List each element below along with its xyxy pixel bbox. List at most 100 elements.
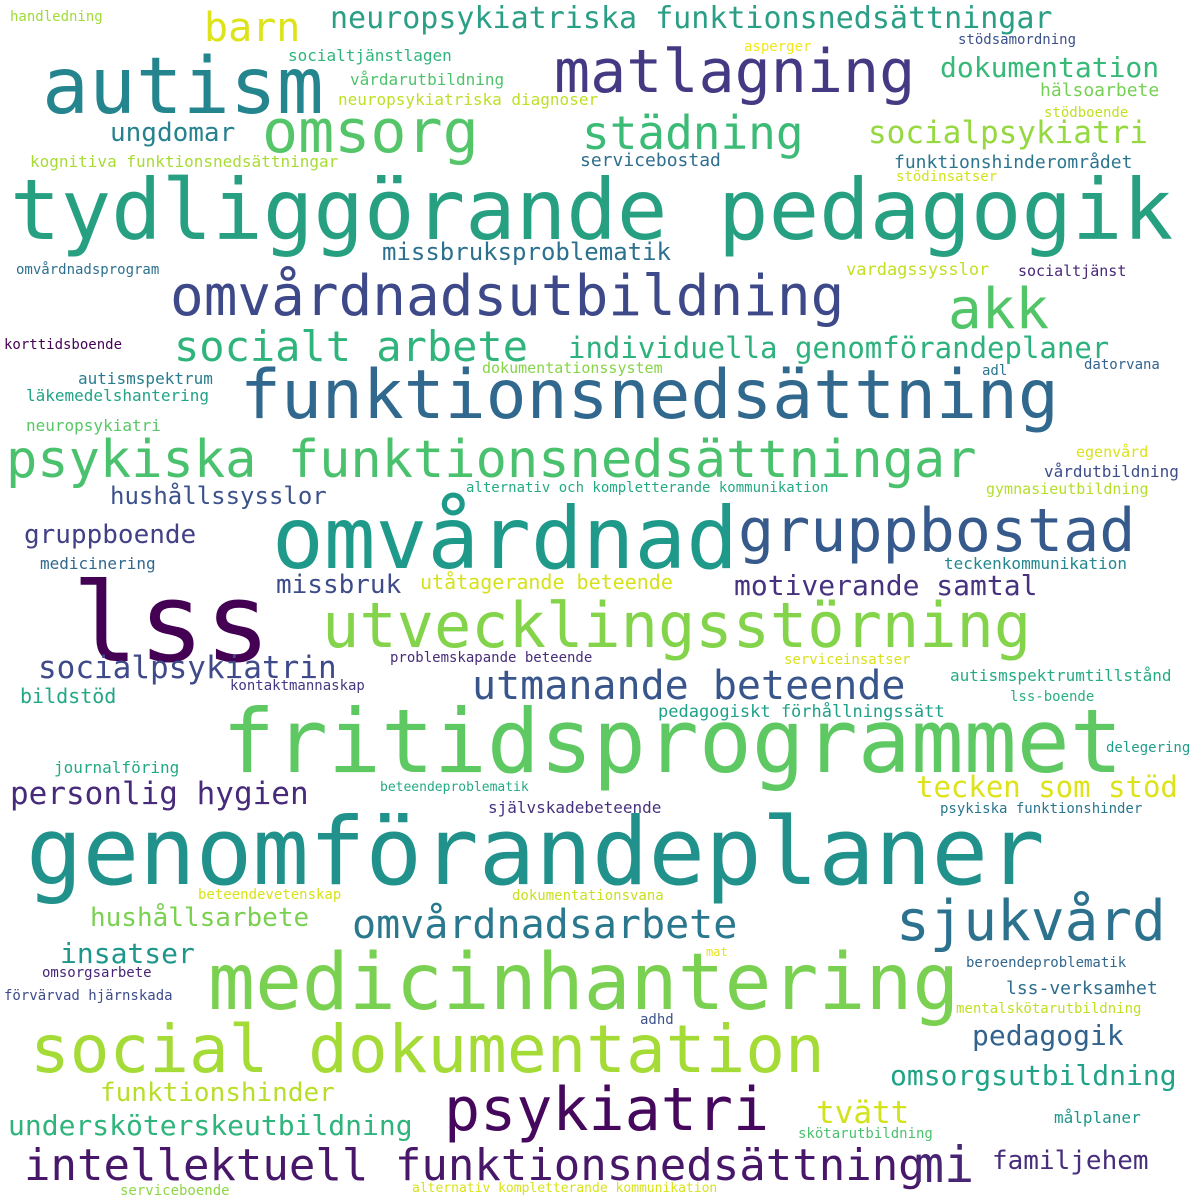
word: adl [982,363,1008,379]
word: lss-boende [1010,689,1095,705]
word: medicinering [40,554,156,573]
word: utmanande beteende [472,663,906,709]
word: individuella genomförandeplaner [568,331,1110,365]
word: socialpsykiatri [868,115,1148,151]
word: socialpsykiatrin [38,650,337,686]
word: städning [582,106,804,160]
word: sjukvård [896,889,1166,954]
word: lss [72,559,271,687]
word: hushållssysslor [110,482,327,510]
word: datorvana [1084,357,1160,373]
word: psykiatri [444,1075,770,1145]
word: egenvård [1076,443,1149,461]
word: utåtagerande beteende [420,570,673,594]
word: vårdarutbildning [350,70,505,89]
word: omvårdnadsutbildning [170,264,845,329]
word: medicinhantering [208,938,960,1028]
word: omvårdnadsarbete [352,902,738,948]
word: psykiska funktionshinder [940,801,1143,817]
word: korttidsboende [4,337,123,353]
word: pedagogiskt förhållningssätt [658,702,945,722]
word: gruppboende [24,520,197,550]
word: beroendeproblematik [966,955,1127,971]
word: självskadebeteende [488,798,662,817]
word: funktionshinder [100,1078,335,1108]
word: handledning [10,9,103,25]
word: stödboende [1044,105,1129,121]
word: fritidsprogrammet [222,690,1123,793]
word: insatser [60,937,195,970]
word: utvecklingsstörning [322,589,1032,662]
word: socialtjänst [1018,262,1127,280]
word: autism [42,42,324,132]
word: lss-verksamhet [1006,978,1158,999]
word: adhd [640,1012,674,1028]
word: problemskapande beteende [390,650,593,666]
word: neuropsykiatri [26,416,161,435]
word: matlagning [554,37,916,107]
word: barn [204,5,301,51]
word: familjehem [992,1146,1149,1176]
word: neuropsykiatriska funktionsnedsättningar [330,1,1053,36]
word: personlig hygien [10,776,309,812]
word: neuropsykiatriska diagnoser [338,90,599,109]
word: alternativ kompletterande kommunikation [412,1181,718,1196]
word: bildstöd [20,684,117,708]
word: beteendevetenskap [198,887,342,903]
word: tydliggörande pedagogik [10,161,1174,259]
word: hälsoarbete [1040,80,1160,101]
word: journalföring [54,758,180,777]
word: tecken som stöd [916,770,1178,804]
word: undersköterskeutbildning [8,1109,413,1142]
word: autismspektrum [78,369,213,388]
word: motiverande samtal [734,569,1038,602]
word: vårdutbildning [1044,462,1179,481]
word: missbruksproblematik [382,238,671,266]
word: kontaktmannaskap [230,678,365,694]
word: dokumentationsvana [512,888,664,904]
word: intellektuell funktionsnedsättning [24,1140,925,1191]
word: omsorgsarbete [42,965,152,981]
word: omsorgsutbildning [890,1059,1177,1092]
word: ungdomar [110,118,236,148]
word: mi [914,1136,975,1194]
word: läkemedelshantering [26,386,210,405]
word: servicebostad [580,150,721,171]
word: stödinsatser [896,169,998,185]
word: alternativ och kompletterande kommunikat… [466,480,829,496]
word: serviceinsatser [784,652,911,668]
word: akk [948,277,1050,342]
word: beteendeproblematik [380,780,529,795]
word: omvårdnadsprogram [16,262,160,278]
word: asperger [744,39,812,55]
word: vardagssysslor [846,260,990,280]
word: dokumentation [940,51,1160,84]
word: kognitiva funktionsnedsättningar [30,152,339,171]
word: omvårdnad [272,489,738,589]
word: teckenkommunikation [944,554,1128,573]
word: mentalskötarutbildning [956,1001,1142,1017]
word: skötarutbildning [798,1126,933,1142]
word: socialt arbete [174,322,529,371]
word: serviceboende [120,1183,230,1199]
word: social dokumentation [30,1011,825,1088]
word: autismspektrumtillstånd [950,666,1172,685]
word: omsorg [262,97,479,167]
word: dokumentationssystem [482,359,663,377]
word: funktionshinderområdet [894,152,1133,173]
word: målplaner [1054,1108,1141,1127]
word: socialtjänstlagen [288,46,452,65]
word: förvärvad hjärnskada [4,988,173,1004]
word: hushållsarbete [90,903,310,933]
word: missbruk [276,570,402,600]
word: delegering [1106,740,1191,756]
word: stödsamordning [958,32,1077,48]
word: psykiska funktionsnedsättningar [6,430,977,490]
word: genomförandeplaner [26,798,1045,907]
word: gruppbostad [738,496,1136,566]
word: pedagogik [972,1019,1124,1052]
word: gymnasieutbildning [986,480,1149,498]
word: funktionsnedsättning [240,356,1059,435]
word: tvätt [816,1095,910,1131]
